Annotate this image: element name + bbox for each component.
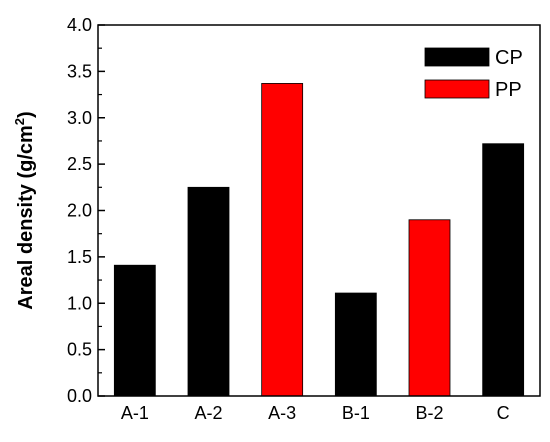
- bar-a-2: [187, 186, 230, 397]
- y-tick-label: 0.5: [67, 340, 92, 360]
- y-axis-title-base: Areal density (g/cm: [15, 125, 37, 310]
- legend: CP PP: [424, 47, 523, 101]
- y-tick-label: 3.5: [67, 61, 92, 81]
- y-tick-label: 2.0: [67, 201, 92, 221]
- y-axis-title: Areal density (g/cm2): [12, 111, 37, 309]
- bar-b-1: [334, 292, 377, 397]
- y-tick-label: 2.5: [67, 154, 92, 174]
- x-tick-label: B-1: [342, 403, 370, 423]
- y-axis-title-sup: 2: [12, 118, 27, 125]
- legend-swatch-pp: [424, 79, 490, 99]
- bar-a-3: [261, 83, 304, 397]
- x-tick-label: C: [497, 403, 510, 423]
- x-tick-label: B-2: [415, 403, 443, 423]
- y-axis-title-end: ): [15, 111, 37, 118]
- x-tick-label: A-1: [121, 403, 149, 423]
- legend-label-cp: CP: [495, 47, 523, 69]
- x-tick-label: A-2: [194, 403, 222, 423]
- y-tick-label: 0.0: [67, 386, 92, 406]
- y-axis-tick-labels: 0.0 0.5 1.0 1.5 2.0 2.5 3.0 3.5 4.0: [67, 15, 92, 406]
- x-tick-label: A-3: [268, 403, 296, 423]
- y-tick-label: 1.0: [67, 293, 92, 313]
- legend-label-pp: PP: [495, 79, 522, 101]
- bars-group: [113, 83, 525, 397]
- y-axis-ticks: [98, 24, 105, 397]
- x-axis-tick-labels: A-1 A-2 A-3 B-1 B-2 C: [121, 403, 510, 423]
- bar-b-2: [408, 219, 451, 397]
- y-tick-label: 4.0: [67, 15, 92, 35]
- plot-frame: [97, 24, 541, 397]
- bar-a-1: [113, 264, 156, 397]
- legend-swatch-cp: [424, 47, 490, 67]
- bar-c: [482, 143, 525, 397]
- y-tick-label: 1.5: [67, 247, 92, 267]
- y-tick-label: 3.0: [67, 108, 92, 128]
